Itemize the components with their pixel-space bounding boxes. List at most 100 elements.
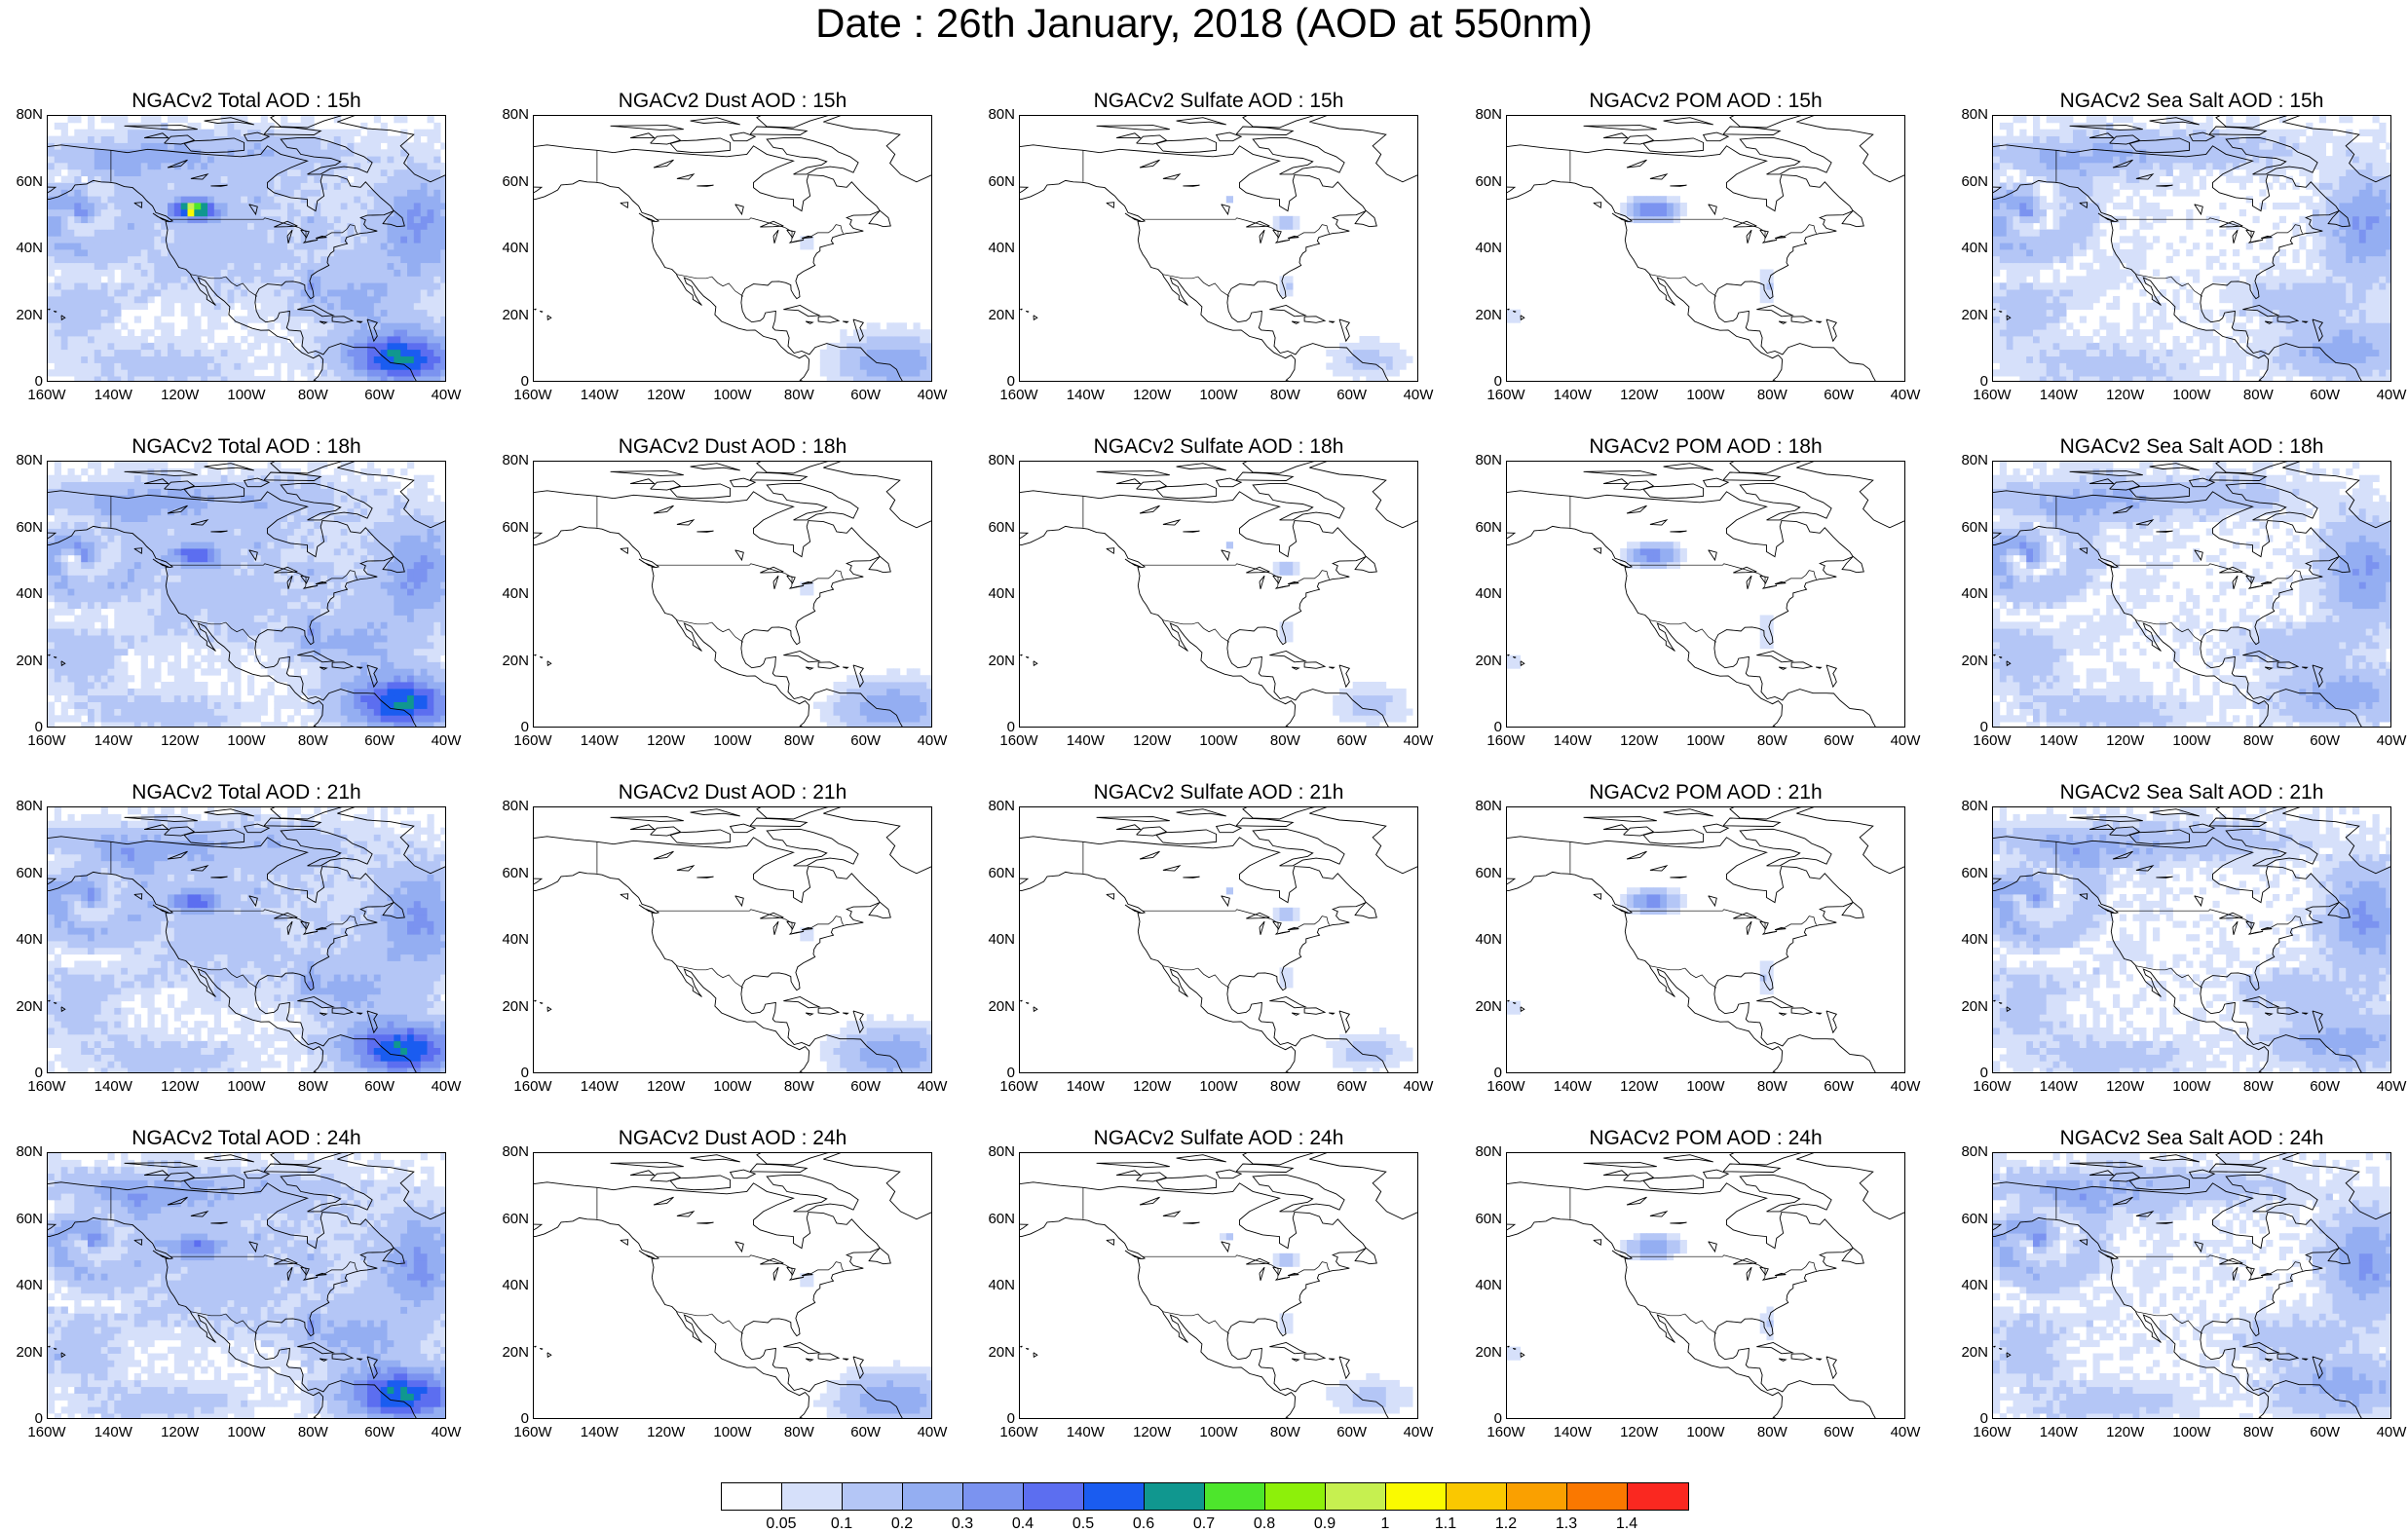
aod-cell xyxy=(421,310,428,317)
aod-cell xyxy=(148,183,155,190)
aod-cell xyxy=(1640,196,1647,203)
aod-cell xyxy=(141,263,148,270)
aod-cell xyxy=(101,256,108,263)
aod-cell xyxy=(214,322,221,329)
aod-cell xyxy=(128,196,134,203)
coastline xyxy=(1260,230,1264,243)
aod-cell xyxy=(2026,163,2033,169)
aod-cell xyxy=(88,702,94,709)
aod-cell xyxy=(101,317,108,323)
aod-cell xyxy=(2273,303,2279,310)
aod-cell xyxy=(68,343,75,350)
aod-cell xyxy=(161,176,168,183)
aod-cell xyxy=(207,223,214,230)
aod-cell xyxy=(2313,310,2319,317)
panel-title: NGACv2 Sea Salt AOD : 15h xyxy=(1992,90,2391,113)
aod-cell xyxy=(287,350,294,356)
aod-cell xyxy=(2106,163,2113,169)
aod-cell xyxy=(2352,142,2359,149)
aod-cell xyxy=(261,230,268,237)
aod-cell xyxy=(2293,203,2300,209)
aod-cell xyxy=(2153,130,2160,136)
aod-cell xyxy=(874,369,881,376)
aod-cell xyxy=(320,329,327,336)
aod-cell xyxy=(194,363,201,370)
aod-cell xyxy=(334,263,341,270)
aod-cell xyxy=(2379,369,2386,376)
aod-cell xyxy=(2373,230,2380,237)
aod-cell xyxy=(2326,369,2333,376)
aod-cell xyxy=(2200,176,2206,183)
aod-cell xyxy=(274,709,281,716)
aod-cell xyxy=(141,356,148,363)
aod-cell xyxy=(440,223,446,230)
aod-cell xyxy=(394,163,400,169)
aod-cell xyxy=(2352,209,2359,216)
aod-cell xyxy=(261,709,268,716)
aod-cell xyxy=(287,715,294,722)
aod-cell xyxy=(281,230,287,237)
aod-cell xyxy=(400,376,407,382)
aod-cell xyxy=(394,243,400,249)
aod-cell xyxy=(301,317,308,323)
aod-cell xyxy=(2226,176,2233,183)
aod-cell xyxy=(2213,276,2220,282)
aod-cell xyxy=(207,130,214,136)
aod-cell xyxy=(2073,356,2080,363)
aod-cell xyxy=(2026,369,2033,376)
aod-cell xyxy=(207,196,214,203)
aod-cell xyxy=(394,183,400,190)
aod-cell xyxy=(874,336,881,343)
aod-cell xyxy=(74,230,81,237)
aod-cell xyxy=(168,682,174,689)
aod-cell xyxy=(1326,350,1333,356)
aod-cell xyxy=(287,209,294,216)
aod-cell xyxy=(2080,369,2087,376)
aod-cell xyxy=(2007,149,2013,156)
aod-cell xyxy=(48,209,55,216)
aod-cell xyxy=(68,296,75,303)
aod-cell xyxy=(154,376,161,382)
aod-cell xyxy=(148,376,155,382)
aod-cell xyxy=(2053,216,2060,223)
aod-cell xyxy=(2366,350,2373,356)
aod-cell xyxy=(1286,282,1293,289)
aod-cell xyxy=(2313,130,2319,136)
aod-cell xyxy=(94,276,101,282)
aod-cell xyxy=(68,270,75,277)
coastline xyxy=(1292,321,1298,323)
aod-cell xyxy=(2279,322,2286,329)
aod-cell xyxy=(2026,203,2033,209)
aod-cell xyxy=(254,702,261,709)
aod-cell xyxy=(134,689,141,695)
aod-cell xyxy=(1993,263,2000,270)
aod-cell xyxy=(407,209,414,216)
aod-cell xyxy=(2073,343,2080,350)
aod-cell xyxy=(294,136,301,143)
aod-cell xyxy=(301,130,308,136)
aod-cell xyxy=(2273,149,2279,156)
aod-cell xyxy=(360,702,367,709)
aod-cell xyxy=(2333,149,2340,156)
aod-cell xyxy=(2113,256,2120,263)
lon-tick-label: 40W xyxy=(1876,388,1935,403)
aod-cell xyxy=(161,169,168,176)
aod-cell xyxy=(301,369,308,376)
aod-cell xyxy=(207,270,214,277)
aod-cell xyxy=(121,350,128,356)
aod-cell xyxy=(214,176,221,183)
aod-cell xyxy=(414,249,421,256)
aod-cell xyxy=(154,169,161,176)
aod-map xyxy=(48,462,446,728)
aod-cell xyxy=(2066,289,2073,296)
aod-cell xyxy=(287,189,294,196)
aod-cell xyxy=(2007,196,2013,203)
aod-cell xyxy=(2346,263,2352,270)
aod-cell xyxy=(121,270,128,277)
aod-cell xyxy=(2026,196,2033,203)
aod-cell xyxy=(428,270,434,277)
aod-cell xyxy=(281,249,287,256)
aod-cell xyxy=(348,249,355,256)
aod-cell xyxy=(847,343,853,350)
aod-cell xyxy=(2200,317,2206,323)
